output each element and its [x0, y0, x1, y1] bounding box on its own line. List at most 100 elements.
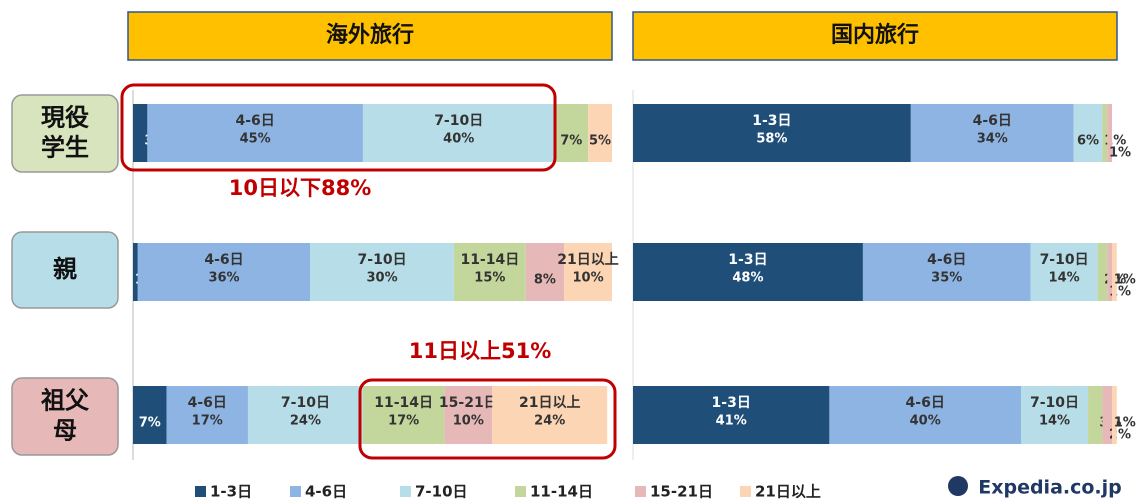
legend-swatch: [515, 486, 526, 497]
segment-name: 4-6日: [204, 252, 243, 268]
row-label-box: [11, 231, 119, 309]
bar-segment: [1088, 386, 1103, 444]
value-label: 1%: [1109, 146, 1131, 161]
bar-segment: [910, 104, 1074, 162]
bar-segment: [1102, 104, 1108, 162]
value-label: 7%: [560, 134, 582, 149]
legend-label: 21日以上: [755, 483, 821, 501]
segment-name: 1-3日: [712, 395, 751, 411]
bar-segment: [147, 104, 363, 162]
segment-name: 11-14日: [460, 252, 519, 268]
bar-segment: [137, 243, 311, 301]
value-label: 45%: [240, 132, 271, 147]
value-label: 40%: [443, 132, 474, 147]
value-label: 48%: [732, 271, 763, 286]
value-label: 1%: [1114, 273, 1136, 288]
bar-segment: [362, 104, 555, 162]
segment-name: 7-10日: [358, 252, 407, 268]
segment-name: 7-10日: [1040, 252, 1089, 268]
segment-name: 7-10日: [281, 395, 330, 411]
bar-segment: [133, 104, 148, 162]
legend-swatch: [740, 486, 751, 497]
segment-name: 7-10日: [1030, 395, 1079, 411]
segment-name: 15-21日: [439, 395, 498, 411]
segment-name: 4-6日: [235, 113, 274, 129]
bar-segment: [1107, 104, 1112, 162]
value-label: 24%: [290, 414, 321, 429]
segment-name: 4-6日: [906, 395, 945, 411]
bar-segment: [1073, 104, 1103, 162]
annotation: 11日以上51%: [409, 339, 552, 363]
bar-segment: [166, 386, 248, 444]
value-label: 6%: [1077, 134, 1099, 149]
bar-segment: [247, 386, 363, 444]
legend-swatch: [635, 486, 646, 497]
bar-segment: [525, 243, 565, 301]
value-label: 30%: [367, 271, 398, 286]
bar-segment: [633, 104, 911, 162]
segment-name: 11-14日: [374, 395, 433, 411]
logo: Expedia.co.jp: [978, 477, 1122, 499]
bar-segment: [633, 243, 863, 301]
chart-title: 海外旅行: [326, 22, 414, 48]
value-label: 14%: [1049, 271, 1080, 286]
segment-name: 21日以上: [557, 252, 618, 268]
legend-swatch: [290, 486, 301, 497]
bar-segment: [133, 386, 167, 444]
bar-segment: [633, 386, 830, 444]
value-label: 14%: [1039, 414, 1070, 429]
bar-segment: [1112, 243, 1117, 301]
segment-name: 4-6日: [973, 113, 1012, 129]
bar-segment: [1102, 386, 1112, 444]
value-label: 40%: [910, 414, 941, 429]
segment-name: 1-3日: [728, 252, 767, 268]
row-label-box: [11, 377, 119, 456]
bar-segment: [588, 104, 612, 162]
value-label: 17%: [388, 414, 419, 429]
value-label: 1%: [1114, 416, 1136, 431]
bar-segment: [862, 243, 1031, 301]
value-label: 24%: [534, 414, 565, 429]
value-label: 35%: [931, 271, 962, 286]
legend-label: 11-14日: [530, 483, 593, 501]
value-label: 7%: [139, 416, 161, 431]
bar-segment: [1097, 243, 1108, 301]
annotation: 10日以下88%: [229, 176, 372, 200]
segment-name: 7-10日: [434, 113, 483, 129]
value-label: 36%: [208, 271, 239, 286]
bar-segment: [310, 243, 454, 301]
value-label: 10%: [453, 414, 484, 429]
bar-segment: [1030, 243, 1098, 301]
title-box: [127, 11, 613, 61]
bar-segment: [444, 386, 493, 444]
value-label: 5%: [589, 134, 611, 149]
bar-segment: [564, 243, 612, 301]
value-label: 10%: [572, 271, 603, 286]
legend-label: 7-10日: [415, 483, 468, 501]
highlight-box: [358, 378, 617, 460]
value-label: 34%: [977, 132, 1008, 147]
segment-name: 1-3日: [752, 113, 791, 129]
value-label: 17%: [192, 414, 223, 429]
row-label: 親: [53, 255, 77, 283]
bar-segment: [362, 386, 445, 444]
segment-name: 4-6日: [927, 252, 966, 268]
bar-segment: [492, 386, 608, 444]
bar-segment: [1020, 386, 1089, 444]
legend-swatch: [400, 486, 411, 497]
bar-segment: [133, 243, 138, 301]
row-label-box: [11, 94, 119, 173]
bar-segment: [1107, 243, 1112, 301]
value-label: 58%: [756, 132, 787, 147]
bar-segment: [453, 243, 526, 301]
highlight-box: [120, 83, 557, 172]
value-label: 15%: [474, 271, 505, 286]
segment-name: 21日以上: [519, 395, 580, 411]
logo-icon: [948, 476, 968, 496]
legend-label: 4-6日: [305, 483, 347, 501]
row-label: 祖父母: [41, 387, 90, 445]
bar-segment: [1112, 386, 1117, 444]
legend-label: 1-3日: [210, 483, 252, 501]
bar-segment: [829, 386, 1021, 444]
